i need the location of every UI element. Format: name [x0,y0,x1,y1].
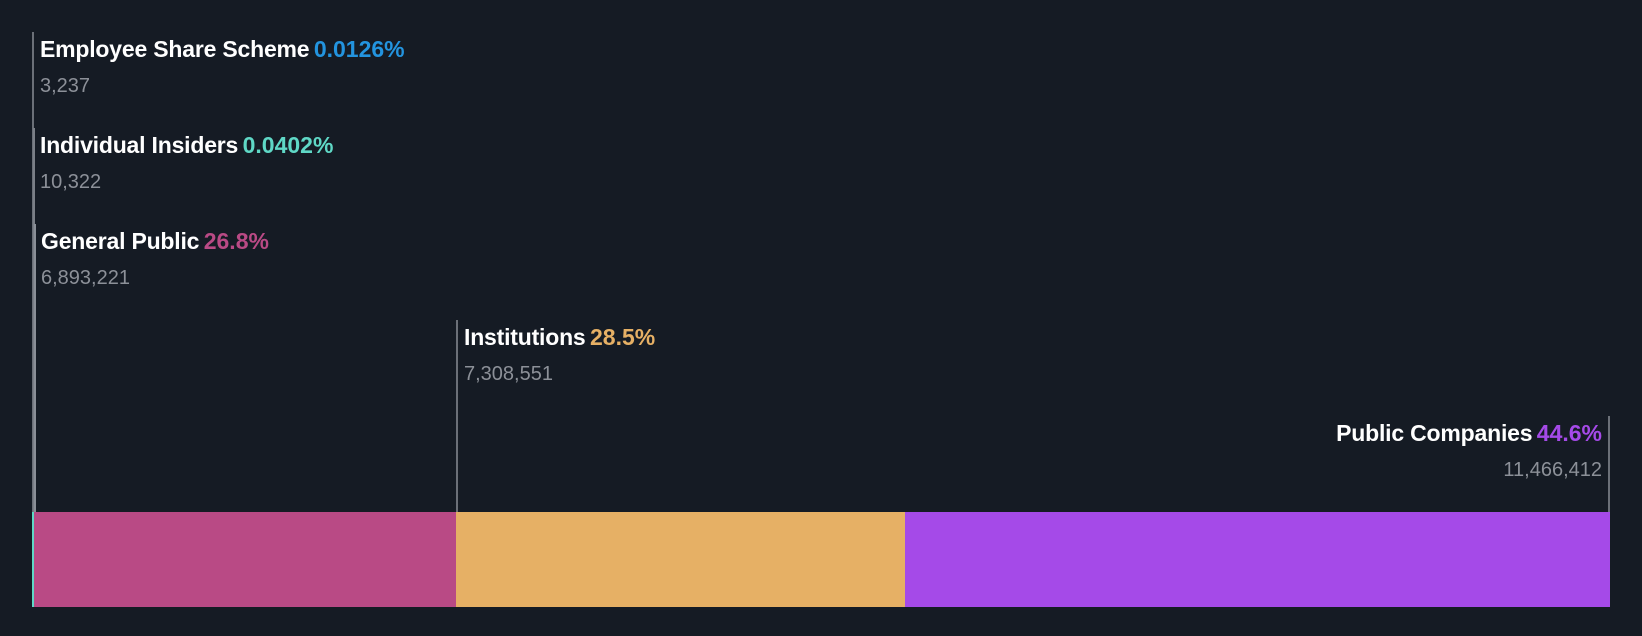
leader-line-public-companies [1608,416,1610,512]
label-shares: 7,308,551 [464,363,553,385]
label-shares: 11,466,412 [1503,459,1602,481]
leader-line-institutions [456,320,458,512]
label-institutions: Institutions 28.5% 7,308,551 [464,324,655,386]
label-percent: 26.8% [203,228,269,254]
bar-segment-institutions [456,512,905,607]
label-shares: 3,237 [40,75,91,97]
label-shares: 10,322 [40,171,102,193]
label-title: Institutions [464,324,586,350]
label-general-public: General Public 26.8% 6,893,221 [41,228,269,290]
bar-segment-general-public [34,512,456,607]
leader-line-general-public [34,224,36,607]
label-title: Public Companies [1336,420,1533,446]
label-percent: 0.0402% [242,132,334,158]
bar-segment-employee-insiders [32,512,34,607]
label-percent: 28.5% [589,324,656,350]
label-employee-share-scheme: Employee Share Scheme 0.0126% 3,237 [40,36,405,98]
label-title: Employee Share Scheme [40,36,310,62]
bar-segment-public-companies [905,512,1610,607]
label-title: Individual Insiders [40,132,239,158]
label-individual-insiders: Individual Insiders 0.0402% 10,322 [40,132,333,194]
label-percent: 44.6% [1536,420,1602,446]
label-shares: 6,893,221 [41,267,130,289]
label-public-companies: Public Companies 44.6% 11,466,412 [1336,420,1602,482]
label-title: General Public [41,228,200,254]
label-percent: 0.0126% [313,36,405,62]
